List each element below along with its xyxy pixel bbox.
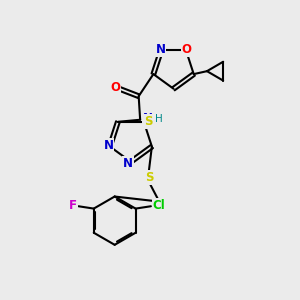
Text: H: H [154, 114, 162, 124]
Text: S: S [144, 115, 152, 128]
Text: F: F [69, 199, 76, 212]
Text: O: O [110, 81, 120, 94]
Text: Cl: Cl [153, 199, 166, 212]
Text: N: N [103, 139, 113, 152]
Text: S: S [145, 171, 153, 184]
Text: N: N [123, 157, 133, 170]
Text: N: N [155, 43, 166, 56]
Text: O: O [182, 43, 192, 56]
Text: N: N [142, 112, 152, 125]
